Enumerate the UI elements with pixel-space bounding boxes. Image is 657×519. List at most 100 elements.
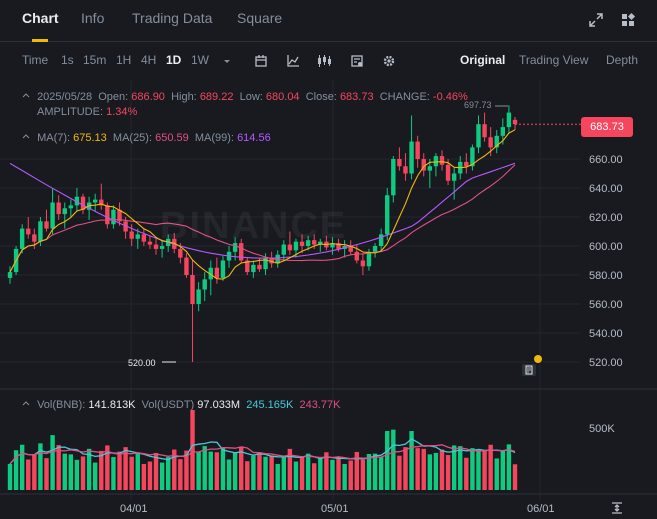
volume-tick: 500K [589, 423, 615, 435]
tab-square[interactable]: Square [237, 10, 283, 26]
view-depth[interactable]: Depth [606, 53, 639, 67]
volume-bar [62, 453, 67, 490]
calendar-icon[interactable] [254, 54, 268, 68]
template-icon[interactable] [350, 54, 364, 68]
volume-bar [92, 462, 98, 490]
candle-body [184, 257, 189, 275]
candle-body [111, 209, 116, 225]
close-label: Close: [305, 91, 337, 103]
volume-bar [172, 449, 177, 490]
volume-bar [385, 431, 390, 490]
candle-type-icon[interactable] [316, 54, 332, 68]
volume-bar [391, 429, 396, 490]
change-label: CHANGE: [379, 91, 430, 103]
interval-15m[interactable]: 15m [83, 53, 107, 67]
volume-bar [318, 458, 323, 490]
tab-trading-data[interactable]: Trading Data [132, 10, 213, 26]
price-tick: 620.00 [589, 212, 623, 224]
ohlc-date: 2025/05/28 [37, 91, 93, 103]
volume-bar [336, 457, 341, 490]
max-price-marker: 697.73 [464, 100, 492, 110]
interval-4h[interactable]: 4H [141, 53, 157, 67]
indicator-icon[interactable] [286, 54, 300, 68]
candle-body [141, 234, 147, 242]
candle-body [135, 234, 140, 239]
interval-time[interactable]: Time [22, 53, 49, 67]
date-tick: 05/01 [321, 503, 349, 515]
volume-bar [239, 446, 244, 490]
volume-bar [153, 452, 159, 490]
ma99-label: MA(99): [194, 132, 234, 144]
candle-body [391, 159, 396, 196]
interval-1d[interactable]: 1D [166, 53, 182, 67]
candle-body [336, 243, 341, 249]
fullscreen-icon[interactable] [588, 12, 604, 28]
candle-body [257, 264, 262, 270]
volume-bar [74, 459, 80, 490]
volume-bar [159, 462, 165, 490]
candle-body [19, 228, 25, 249]
vol-ma5-value: 245.165K [246, 399, 294, 411]
volume-bar [488, 444, 493, 490]
open-value: 686.90 [131, 91, 165, 103]
volume-bar [190, 410, 195, 490]
volume-bar [500, 450, 506, 490]
view-trading-view[interactable]: Trading View [519, 53, 589, 67]
candle-body [99, 199, 104, 206]
volume-bar [147, 461, 153, 490]
candlestick-chart-canvas[interactable] [0, 80, 657, 519]
volume-bar [451, 445, 457, 490]
interval-1h[interactable]: 1H [116, 53, 132, 67]
volume-bar [251, 455, 256, 490]
interval-1s[interactable]: 1s [61, 53, 74, 67]
volume-bar [458, 446, 463, 490]
candle-body [220, 260, 226, 278]
interval-1w[interactable]: 1W [191, 53, 209, 67]
top-tab-bar: Chart Info Trading Data Square [0, 0, 657, 42]
tab-chart[interactable]: Chart [22, 10, 59, 26]
view-original[interactable]: Original [460, 53, 506, 67]
settings-icon[interactable] [382, 54, 396, 68]
candle-body [488, 137, 493, 148]
candle-body [159, 246, 165, 249]
event-flag-icon[interactable] [521, 363, 537, 377]
volume-bar [178, 459, 183, 490]
scroll-to-latest-icon[interactable] [609, 501, 625, 515]
tab-info[interactable]: Info [81, 10, 105, 26]
volume-bar [50, 435, 55, 490]
volume-bar [105, 445, 110, 490]
candle-body [263, 257, 268, 270]
volume-bar [476, 449, 481, 490]
volume-bar [354, 451, 360, 490]
candle-body [433, 156, 439, 167]
change-value: -0.46% [432, 91, 468, 103]
ma-legend: MA(7): 675.13 MA(25): 650.59 MA(99): 614… [22, 132, 271, 144]
layout-grid-icon[interactable] [620, 12, 636, 28]
candle-body [281, 244, 286, 255]
volume-bar [56, 445, 61, 490]
candle-body [251, 264, 256, 273]
volume-bar [506, 444, 512, 490]
price-tick: 560.00 [589, 299, 623, 311]
high-value: 689.22 [199, 91, 234, 103]
chevron-down-icon[interactable] [222, 56, 232, 66]
vol-ma10-value: 243.77K [299, 399, 341, 411]
ma99-value: 614.56 [237, 132, 271, 144]
volume-bar [409, 431, 414, 490]
candle-body [44, 221, 49, 229]
candle-body [305, 240, 311, 246]
candle-body [32, 234, 37, 242]
candle-body [299, 241, 305, 246]
candle-body [476, 124, 481, 148]
volume-bar [141, 463, 147, 490]
candle-body [397, 159, 402, 167]
price-chart[interactable] [0, 80, 657, 519]
collapse-caret-icon[interactable] [22, 133, 30, 141]
collapse-caret-icon[interactable] [22, 400, 30, 408]
volume-bar [427, 454, 433, 490]
volume-bar [111, 457, 116, 490]
candle-body [421, 159, 426, 171]
amplitude-value: 1.34% [106, 106, 138, 118]
collapse-caret-icon[interactable] [22, 92, 30, 100]
volume-bar [202, 446, 207, 490]
